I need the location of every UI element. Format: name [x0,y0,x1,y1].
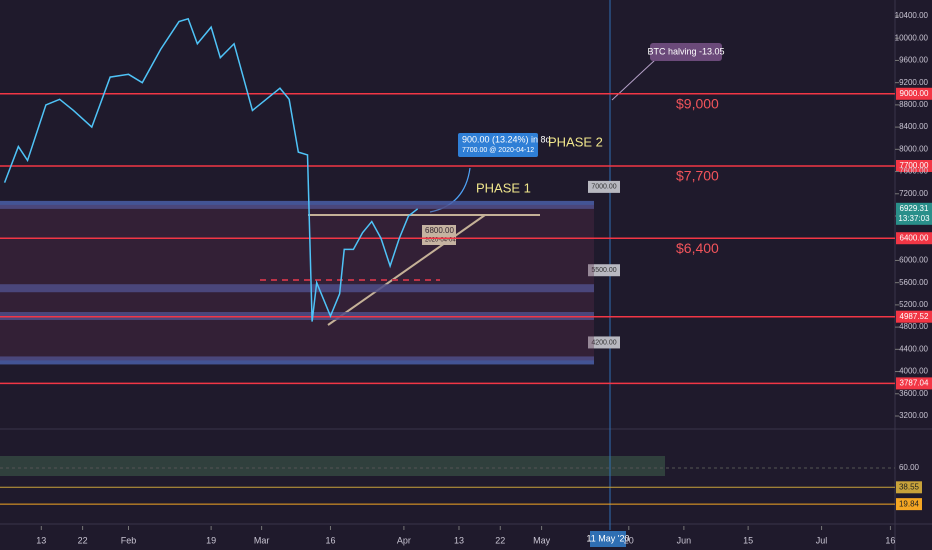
level-label: 4987.52 [900,312,929,321]
price-line [3,17,419,322]
y-tick-label: 10000.00 [895,33,929,42]
zone-band [0,356,594,365]
level-label-box [896,87,932,100]
y-tick-label: 7600.00 [899,167,928,176]
level-label: 6400.00 [900,233,929,242]
y-tick-label: 4400.00 [899,344,928,353]
zone-label-box [588,180,620,193]
rsi-label-box [896,498,922,511]
level-label-box [896,377,932,390]
y-tick-label: 6000.00 [899,256,928,265]
level-text: $9,000 [676,95,719,111]
zone-label-box [588,264,620,277]
zone-label: 7000.00 [591,184,616,191]
y-tick-label: 9200.00 [899,78,928,87]
x-tick-label: Jun [677,535,692,545]
x-tick-label: Apr [397,535,411,545]
x-tick-label: Mar [254,535,270,545]
y-tick-label: 3600.00 [899,389,928,398]
zone-band [0,284,594,293]
last-price-box [896,202,932,225]
x-tick-label: May [533,535,551,545]
trend-line [327,214,486,326]
x-tick-label: 15 [743,535,753,545]
y-tick-label: 3200.00 [899,411,928,420]
level-text: $6,400 [676,240,719,256]
point-box [422,225,456,245]
x-tick-label: 20 [624,535,634,545]
x-tick-label: 16 [885,535,895,545]
phase-2: PHASE 2 [548,134,603,149]
x-tick-label: 16 [325,535,335,545]
zone-label: 5500.00 [591,267,616,274]
x-tick-label: 19 [206,535,216,545]
zone-label-box [588,336,620,349]
y-tick-label: 4800.00 [899,322,928,331]
last-time: 13:37:03 [898,214,930,223]
projection-text: 900.00 (13.24%) in 8d [462,134,551,144]
rsi-label: 60.00 [899,463,920,472]
x-tick-label: Jul [816,535,828,545]
x-tick-label: Feb [121,535,137,545]
level-label-box [896,160,932,172]
halving-date-box [590,531,626,547]
rsi-band [0,456,665,476]
level-label: 9000.00 [900,89,929,98]
level-text: $7,700 [676,168,719,184]
point-price: 6800.00 [425,226,454,235]
y-tick-label: 7200.00 [899,189,928,198]
level-label-box [896,232,932,245]
halving-box [650,43,722,61]
zone-band [0,200,594,209]
y-tick-label: 10400.00 [895,11,929,20]
range-shade [0,204,594,361]
x-tick-label: 22 [78,535,88,545]
projection-box [458,133,538,157]
rsi-label: 19.84 [899,499,920,508]
projection-arrow [429,167,471,213]
y-tick-label: 4000.00 [899,367,928,376]
y-tick-label: 9600.00 [899,56,928,65]
y-tick-label: 5200.00 [899,300,928,309]
y-tick-label: 5600.00 [899,278,928,287]
y-tick-label: 8000.00 [899,144,928,153]
x-tick-label: 13 [454,535,464,545]
zone-label: 4200.00 [591,339,616,346]
last-price: 6929.31 [900,204,929,213]
level-label-box [896,310,932,323]
halving-text: BTC halving -13.05 [647,46,724,56]
phase-1: PHASE 1 [476,180,531,195]
x-tick-label: 13 [36,535,46,545]
y-tick-label: 8400.00 [899,122,928,131]
rsi-label: 38.55 [899,482,920,491]
projection-target: 7700.00 @ 2020-04-12 [462,147,534,154]
point-date: 2020-04-04 [425,238,456,244]
x-tick-label: 22 [495,535,505,545]
level-label: 3787.04 [900,378,929,387]
halving-date: 11 May '20 [586,533,629,543]
y-tick-label: 8800.00 [899,100,928,109]
rsi-label-box [896,481,922,494]
level-label: 7700.00 [900,161,929,170]
